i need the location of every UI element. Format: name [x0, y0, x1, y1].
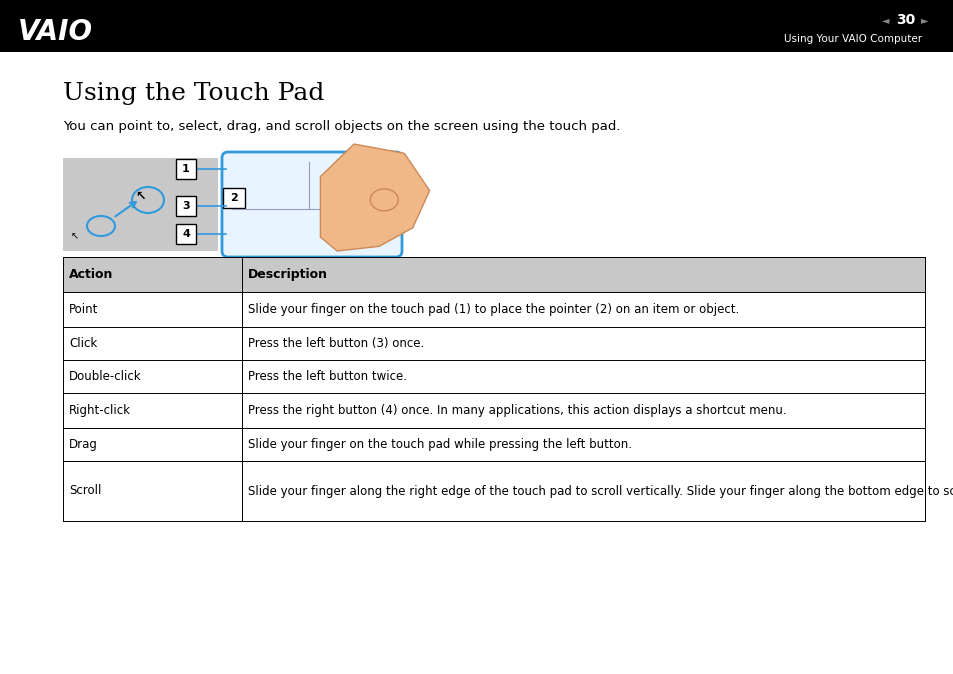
Text: Press the left button (3) once.: Press the left button (3) once.: [248, 337, 424, 350]
Text: Drag: Drag: [69, 438, 98, 451]
Bar: [63, 393, 924, 428]
Text: Slide your finger on the touch pad (1) to place the pointer (2) on an item or ob: Slide your finger on the touch pad (1) t…: [248, 303, 739, 316]
Bar: [175, 159, 195, 179]
Bar: [63, 257, 924, 292]
Bar: [63, 158, 218, 251]
Text: Slide your finger on the touch pad while pressing the left button.: Slide your finger on the touch pad while…: [248, 438, 632, 451]
Text: 30: 30: [895, 13, 914, 27]
Text: ↖: ↖: [71, 231, 79, 241]
Text: Right-click: Right-click: [69, 404, 131, 417]
Text: 4: 4: [182, 229, 190, 239]
Text: Slide your finger along the right edge of the touch pad to scroll vertically. Sl: Slide your finger along the right edge o…: [248, 485, 953, 497]
Bar: [0, 0, 953, 52]
Text: Action: Action: [69, 268, 113, 281]
Bar: [63, 292, 924, 327]
Text: VAIO: VAIO: [18, 18, 93, 47]
Bar: [63, 461, 924, 521]
Text: 1: 1: [182, 164, 190, 174]
Text: ↖: ↖: [135, 189, 146, 202]
Ellipse shape: [370, 189, 397, 211]
Text: You can point to, select, drag, and scroll objects on the screen using the touch: You can point to, select, drag, and scro…: [63, 120, 619, 133]
Text: Using Your VAIO Computer: Using Your VAIO Computer: [783, 34, 922, 44]
Text: ►: ►: [920, 15, 927, 25]
FancyBboxPatch shape: [222, 152, 401, 257]
Text: Scroll: Scroll: [69, 485, 101, 497]
Bar: [63, 360, 924, 393]
Text: Point: Point: [69, 303, 98, 316]
Text: Press the left button twice.: Press the left button twice.: [248, 370, 407, 383]
Bar: [175, 196, 195, 216]
Bar: [63, 428, 924, 461]
Bar: [175, 224, 195, 244]
Bar: [223, 188, 245, 208]
Text: ◄: ◄: [881, 15, 888, 25]
Text: Press the right button (4) once. In many applications, this action displays a sh: Press the right button (4) once. In many…: [248, 404, 786, 417]
Bar: [63, 327, 924, 360]
Text: Double-click: Double-click: [69, 370, 141, 383]
Text: Description: Description: [248, 268, 328, 281]
Text: Using the Touch Pad: Using the Touch Pad: [63, 82, 324, 105]
Text: 3: 3: [182, 202, 190, 212]
Polygon shape: [320, 144, 429, 251]
Text: 2: 2: [230, 193, 237, 203]
Text: Click: Click: [69, 337, 97, 350]
